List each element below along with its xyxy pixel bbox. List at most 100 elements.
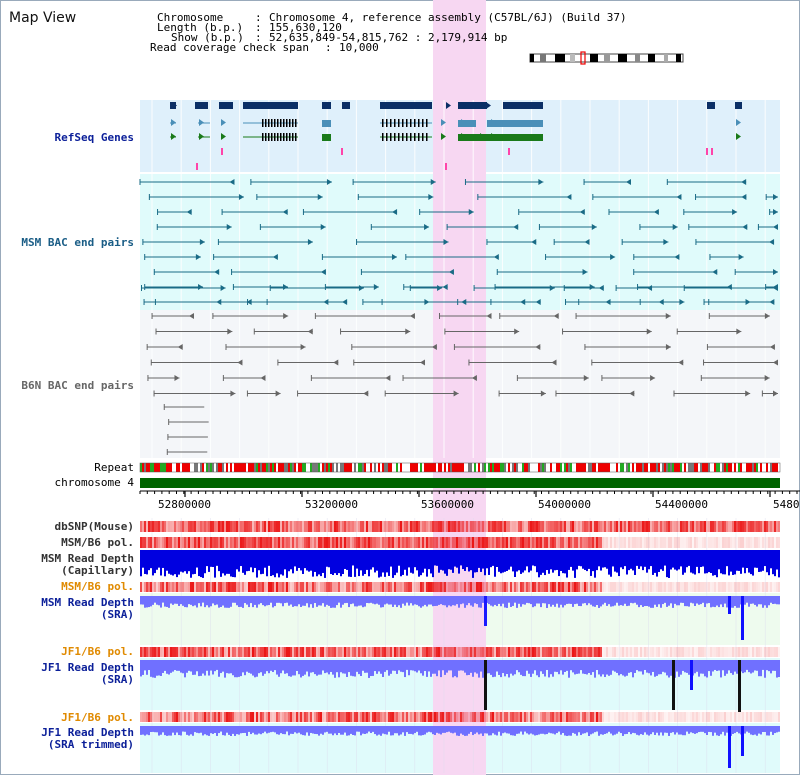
polymorphism-heat <box>410 712 412 722</box>
polymorphism-heat <box>608 537 610 548</box>
polymorphism-heat <box>694 712 696 722</box>
read-depth-bar <box>304 660 306 675</box>
repeat-segment <box>460 463 462 472</box>
read-depth-bar <box>534 726 536 736</box>
read-depth-bar <box>682 660 684 671</box>
polymorphism-heat <box>460 537 462 548</box>
repeat-segment <box>504 463 506 472</box>
read-depth-bar <box>682 550 684 575</box>
read-depth-bar <box>226 550 228 574</box>
polymorphism-heat <box>556 537 558 548</box>
polymorphism-heat <box>728 647 730 657</box>
repeat-segment <box>516 463 518 472</box>
gene-marker <box>706 148 708 155</box>
read-depth-bar <box>442 660 444 671</box>
polymorphism-heat <box>390 647 392 657</box>
polymorphism-heat <box>278 712 280 722</box>
polymorphism-heat <box>692 712 694 722</box>
read-depth-bar <box>660 660 662 675</box>
polymorphism-heat <box>438 647 440 657</box>
gene-exon <box>458 120 476 127</box>
gene-arrow <box>491 119 496 126</box>
polymorphism-heat <box>510 647 512 657</box>
read-depth-bar <box>614 660 616 672</box>
read-depth-bar <box>572 596 574 607</box>
polymorphism-heat <box>624 537 626 548</box>
polymorphism-heat <box>676 582 678 592</box>
bac-pair-arrow <box>764 313 770 319</box>
polymorphism-heat <box>236 647 238 657</box>
axis-tick-label: 53600000 <box>421 498 474 511</box>
polymorphism-heat <box>536 647 538 657</box>
polymorphism-heat <box>292 537 294 548</box>
polymorphism-heat <box>320 582 322 592</box>
polymorphism-heat <box>390 537 392 548</box>
polymorphism-heat <box>500 582 502 592</box>
polymorphism-heat <box>398 582 400 592</box>
polymorphism-heat <box>618 521 620 532</box>
read-depth-bar <box>458 726 460 736</box>
read-depth-bar <box>162 726 164 733</box>
polymorphism-heat <box>604 712 606 722</box>
repeat-segment <box>708 463 710 472</box>
read-depth-bar <box>574 550 576 578</box>
polymorphism-heat <box>756 712 758 722</box>
polymorphism-heat <box>294 582 296 592</box>
repeat-segment <box>488 463 490 472</box>
polymorphism-heat <box>680 647 682 657</box>
polymorphism-heat <box>694 537 696 548</box>
read-depth-bar <box>628 660 630 673</box>
polymorphism-heat <box>202 647 204 657</box>
read-depth-bar <box>712 726 714 736</box>
read-depth-bar <box>514 660 516 675</box>
polymorphism-heat <box>180 582 182 592</box>
read-depth-bar <box>650 726 652 735</box>
repeat-segment <box>272 463 274 472</box>
read-depth-bar <box>312 660 314 673</box>
bac-pair-arrow <box>513 224 519 230</box>
read-depth-bar <box>464 596 466 608</box>
polymorphism-heat <box>476 647 478 657</box>
read-depth-bar <box>532 550 534 566</box>
polymorphism-heat <box>234 712 236 722</box>
read-depth-bar <box>554 550 556 571</box>
repeat-segment <box>640 463 642 472</box>
polymorphism-heat <box>306 537 308 548</box>
track-label-jf1-depth-trim-2: (SRA trimmed) <box>47 738 134 751</box>
bac-pair-arrow <box>742 224 748 230</box>
read-depth-spike <box>738 660 741 712</box>
read-depth-bar <box>338 596 340 603</box>
read-depth-bar <box>244 596 246 604</box>
polymorphism-heat <box>608 582 610 592</box>
polymorphism-heat <box>142 521 144 532</box>
read-depth-bar <box>726 550 728 567</box>
polymorphism-heat <box>724 582 726 592</box>
read-depth-bar <box>240 550 242 567</box>
polymorphism-heat <box>198 521 200 532</box>
read-depth-bar <box>354 726 356 736</box>
polymorphism-heat <box>242 582 244 592</box>
polymorphism-heat <box>352 712 354 722</box>
read-depth-bar <box>632 660 634 678</box>
polymorphism-heat <box>462 712 464 722</box>
read-depth-bar <box>234 660 236 678</box>
polymorphism-heat <box>438 521 440 532</box>
track-label-repeat: Repeat <box>94 461 134 474</box>
read-depth-bar <box>282 660 284 671</box>
repeat-segment <box>280 463 282 472</box>
polymorphism-heat <box>724 521 726 532</box>
polymorphism-heat <box>364 647 366 657</box>
read-depth-bar <box>524 726 526 732</box>
polymorphism-heat <box>466 582 468 592</box>
repeat-segment <box>532 463 534 472</box>
polymorphism-heat <box>294 712 296 722</box>
read-depth-bar <box>292 596 294 607</box>
read-depth-bar <box>302 550 304 574</box>
repeat-segment <box>552 463 554 472</box>
read-depth-bar <box>650 550 652 567</box>
polymorphism-heat <box>624 647 626 657</box>
polymorphism-heat <box>340 521 342 532</box>
read-depth-bar <box>690 550 692 573</box>
read-depth-bar <box>420 726 422 736</box>
